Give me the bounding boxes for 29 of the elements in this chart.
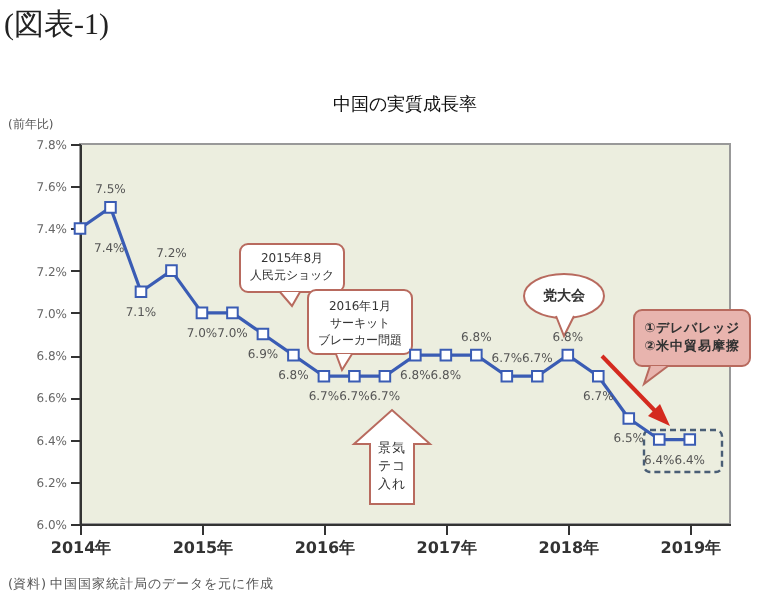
point xyxy=(287,348,300,362)
point xyxy=(592,369,605,383)
point xyxy=(73,222,87,235)
point xyxy=(652,433,666,446)
x-tick-label: 2015年 xyxy=(172,539,234,557)
point xyxy=(500,369,514,383)
point xyxy=(470,348,483,362)
text: (図表-1) xyxy=(4,8,109,42)
x-tick-label: 2014年 xyxy=(50,539,112,557)
point xyxy=(348,369,361,383)
point xyxy=(165,264,178,277)
x-tick-label: 2017年 xyxy=(416,539,478,557)
x-tick-label: 2016年 xyxy=(294,539,356,557)
point xyxy=(409,348,422,362)
point xyxy=(317,369,331,383)
point xyxy=(195,306,209,320)
point xyxy=(378,369,392,383)
point xyxy=(561,348,575,362)
point xyxy=(439,348,453,362)
x-tick-label: 2018年 xyxy=(538,539,600,557)
point xyxy=(134,285,148,299)
chart-title: 中国の実質成長率 xyxy=(333,94,477,116)
point xyxy=(104,201,117,214)
point xyxy=(683,433,697,446)
point xyxy=(226,306,239,320)
x-tick-label: 2019年 xyxy=(660,539,722,557)
point xyxy=(531,369,544,383)
point xyxy=(622,412,636,425)
point xyxy=(256,327,270,341)
